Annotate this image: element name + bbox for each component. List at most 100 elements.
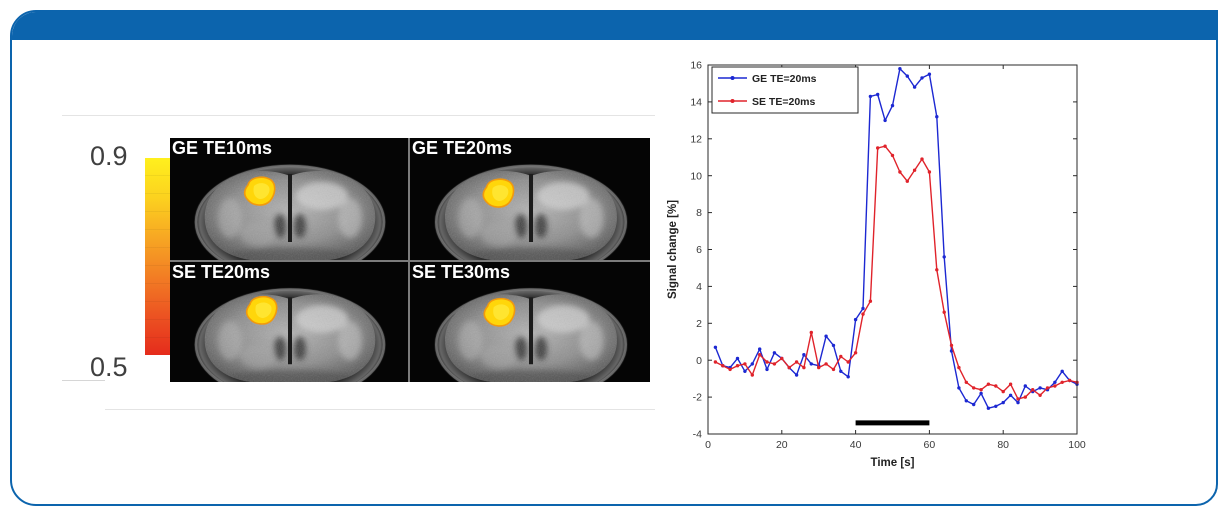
y-axis-label: Signal change [%] [667,200,679,299]
data-point [986,382,991,386]
data-point [957,365,961,370]
data-point [1060,369,1064,373]
data-point [1067,378,1072,383]
x-tick-label: 100 [1068,439,1086,451]
data-point [994,384,998,388]
mri-cell-label: GE TE20ms [412,138,513,158]
data-point [994,404,998,408]
data-point [765,360,769,364]
activation-overlay [245,295,278,325]
data-point [861,312,865,316]
data-point [772,351,777,355]
data-point [1038,386,1042,390]
data-point [831,367,836,372]
header-bar [12,12,1216,40]
data-point [809,362,813,366]
legend-marker [730,76,735,80]
data-point [1001,400,1005,405]
data-point [780,356,784,361]
data-point [949,343,954,348]
data-point [853,317,858,322]
data-point [920,157,924,161]
data-point [861,306,865,311]
mri-cell-label: SE TE20ms [172,262,271,282]
data-point [920,76,924,80]
y-tick-label: 16 [690,60,702,72]
x-tick-label: 80 [997,439,1009,451]
data-point [935,115,939,119]
data-point [883,144,887,148]
data-point [890,153,895,158]
data-point [1023,384,1027,388]
data-point [1038,393,1042,397]
mri-cell: GE TE20ms [410,138,650,260]
colorbar-min-label: 0.5 [90,352,128,382]
data-point [1023,395,1027,399]
data-point [1053,384,1057,388]
data-point [942,255,946,259]
data-point [772,362,777,366]
data-point [1045,386,1050,390]
data-point [890,103,895,108]
legend-label: SE TE=20ms [752,96,815,108]
data-point [898,67,902,71]
y-tick-label: 0 [696,355,702,367]
legend-box [711,66,859,114]
data-point [868,94,873,99]
data-point [979,391,983,396]
data-point [846,375,850,379]
data-point [927,170,932,174]
x-axis-label: Time [s] [871,457,915,469]
data-point [1060,380,1064,384]
data-point [912,168,917,172]
data-point [972,402,976,407]
data-point [787,365,791,370]
mri-cell: SE TE30ms [410,262,650,382]
data-point [809,330,813,335]
data-point [846,360,850,364]
brain-anatomy [194,164,386,260]
data-point [713,360,718,364]
x-tick-label: 60 [924,439,936,451]
plot-frame [707,64,1078,435]
data-point [853,351,858,355]
data-point [1031,388,1035,392]
divider [105,409,655,410]
data-point [750,373,754,377]
colorbar [145,158,170,355]
colorbar-max-label: 0.9 [90,141,128,171]
data-point [721,364,725,368]
data-point [957,386,961,390]
data-point [1008,393,1013,397]
data-point [765,367,769,372]
data-point [758,353,762,357]
data-point [912,85,917,89]
data-point [824,334,828,338]
mri-cell: GE TE10ms [170,138,408,260]
data-point [1053,380,1057,384]
brain-anatomy [434,288,628,382]
data-point [1016,397,1020,401]
data-point [831,343,836,348]
y-tick-label: 4 [696,281,702,293]
data-point [735,356,740,361]
y-tick-label: 10 [690,170,702,182]
legend: GE TE=20ms SE TE=20ms [711,66,859,114]
data-point [824,362,828,366]
y-tick-label: 12 [690,133,702,145]
y-tick-label: 8 [696,207,702,219]
data-point [905,74,909,78]
data-point [898,170,902,174]
data-point [839,369,843,373]
data-point [927,72,932,76]
y-tick-label: 2 [696,318,702,330]
data-point [883,118,887,123]
data-point [979,388,983,392]
x-tick-label: 0 [705,439,711,451]
data-point [713,345,718,349]
data-point [794,373,799,377]
data-point [1008,382,1013,386]
data-point [735,364,740,368]
data-point [743,369,747,373]
chart-marks: -4 -2 0 2 4 6 8 10 12 14 16 0 20 40 60 80 100 [690,60,1086,451]
